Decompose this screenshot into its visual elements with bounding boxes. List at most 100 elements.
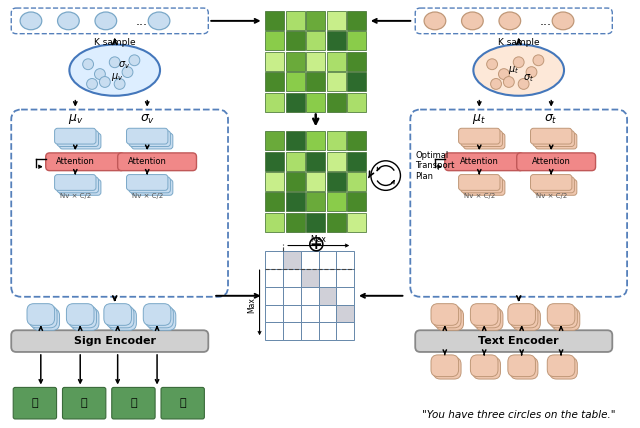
FancyBboxPatch shape [131, 179, 173, 195]
Circle shape [499, 68, 509, 80]
Circle shape [129, 55, 140, 66]
Bar [347, 52, 366, 71]
Text: $\mu_v$: $\mu_v$ [111, 71, 124, 83]
FancyBboxPatch shape [129, 131, 170, 146]
Bar [307, 172, 325, 191]
Text: Attention: Attention [128, 157, 166, 166]
FancyBboxPatch shape [29, 306, 57, 328]
FancyBboxPatch shape [461, 177, 502, 193]
FancyBboxPatch shape [547, 304, 575, 325]
FancyBboxPatch shape [459, 128, 500, 144]
Bar [301, 287, 319, 305]
FancyBboxPatch shape [69, 306, 97, 328]
FancyBboxPatch shape [127, 175, 168, 190]
Text: 🧑: 🧑 [179, 398, 186, 408]
FancyBboxPatch shape [473, 357, 500, 379]
Bar [266, 92, 284, 112]
Ellipse shape [148, 12, 170, 30]
Bar [307, 213, 325, 232]
Ellipse shape [58, 12, 79, 30]
FancyBboxPatch shape [533, 131, 574, 146]
Ellipse shape [20, 12, 42, 30]
Bar [337, 305, 354, 322]
Bar [319, 251, 337, 269]
Bar [326, 131, 346, 150]
Text: $\mu_t$: $\mu_t$ [472, 113, 486, 126]
Bar [286, 213, 305, 232]
Text: $\sigma_v$: $\sigma_v$ [118, 59, 131, 71]
Text: Max: Max [247, 297, 256, 312]
Text: Nv × C/2: Nv × C/2 [60, 193, 91, 199]
FancyBboxPatch shape [510, 306, 538, 328]
Text: Attention: Attention [532, 157, 571, 166]
FancyBboxPatch shape [531, 128, 572, 144]
FancyBboxPatch shape [550, 357, 577, 379]
FancyBboxPatch shape [436, 309, 463, 330]
Text: "You have three circles on the table.": "You have three circles on the table." [422, 410, 616, 420]
FancyBboxPatch shape [54, 128, 96, 144]
Bar [266, 11, 284, 30]
Ellipse shape [499, 12, 521, 30]
FancyBboxPatch shape [57, 177, 99, 193]
Text: Attention: Attention [460, 157, 499, 166]
Text: K sample: K sample [94, 38, 136, 47]
FancyBboxPatch shape [27, 304, 54, 325]
Bar [326, 31, 346, 51]
Bar [326, 52, 346, 71]
FancyBboxPatch shape [550, 306, 577, 328]
Text: Nv × C/2: Nv × C/2 [463, 193, 495, 199]
Text: K sample: K sample [498, 38, 540, 47]
FancyBboxPatch shape [12, 330, 208, 352]
Bar [301, 269, 319, 287]
FancyBboxPatch shape [445, 153, 524, 171]
Bar [307, 152, 325, 170]
Bar [286, 131, 305, 150]
Bar [286, 11, 305, 30]
Circle shape [371, 161, 401, 190]
Bar [307, 11, 325, 30]
Text: 🧑: 🧑 [81, 398, 88, 408]
FancyBboxPatch shape [533, 177, 574, 193]
Bar [283, 251, 301, 269]
Text: ...: ... [135, 15, 147, 28]
FancyBboxPatch shape [473, 306, 500, 328]
Bar [326, 72, 346, 91]
Circle shape [486, 59, 497, 70]
FancyBboxPatch shape [470, 355, 498, 377]
Bar [326, 11, 346, 30]
Circle shape [114, 78, 125, 89]
Bar [307, 92, 325, 112]
Bar [337, 251, 354, 269]
Bar [326, 193, 346, 211]
Bar [326, 152, 346, 170]
Bar [347, 131, 366, 150]
FancyBboxPatch shape [531, 175, 572, 190]
Circle shape [504, 77, 515, 87]
Circle shape [518, 78, 529, 89]
Bar [307, 52, 325, 71]
Ellipse shape [461, 12, 483, 30]
FancyBboxPatch shape [536, 133, 577, 149]
Ellipse shape [95, 12, 116, 30]
Bar [326, 92, 346, 112]
Circle shape [99, 77, 110, 87]
Circle shape [491, 78, 502, 89]
Bar [266, 52, 284, 71]
FancyBboxPatch shape [476, 309, 503, 330]
Bar [266, 193, 284, 211]
FancyBboxPatch shape [508, 304, 536, 325]
Bar [301, 305, 319, 322]
FancyBboxPatch shape [463, 133, 505, 149]
FancyBboxPatch shape [71, 309, 99, 330]
Circle shape [533, 55, 544, 66]
Bar [286, 72, 305, 91]
FancyBboxPatch shape [536, 179, 577, 195]
FancyBboxPatch shape [470, 304, 498, 325]
Bar [266, 251, 283, 269]
Text: Nv × C/2: Nv × C/2 [132, 193, 163, 199]
Bar [307, 72, 325, 91]
FancyBboxPatch shape [57, 131, 99, 146]
Bar [347, 213, 366, 232]
Text: ...: ... [540, 15, 551, 28]
Bar [337, 287, 354, 305]
